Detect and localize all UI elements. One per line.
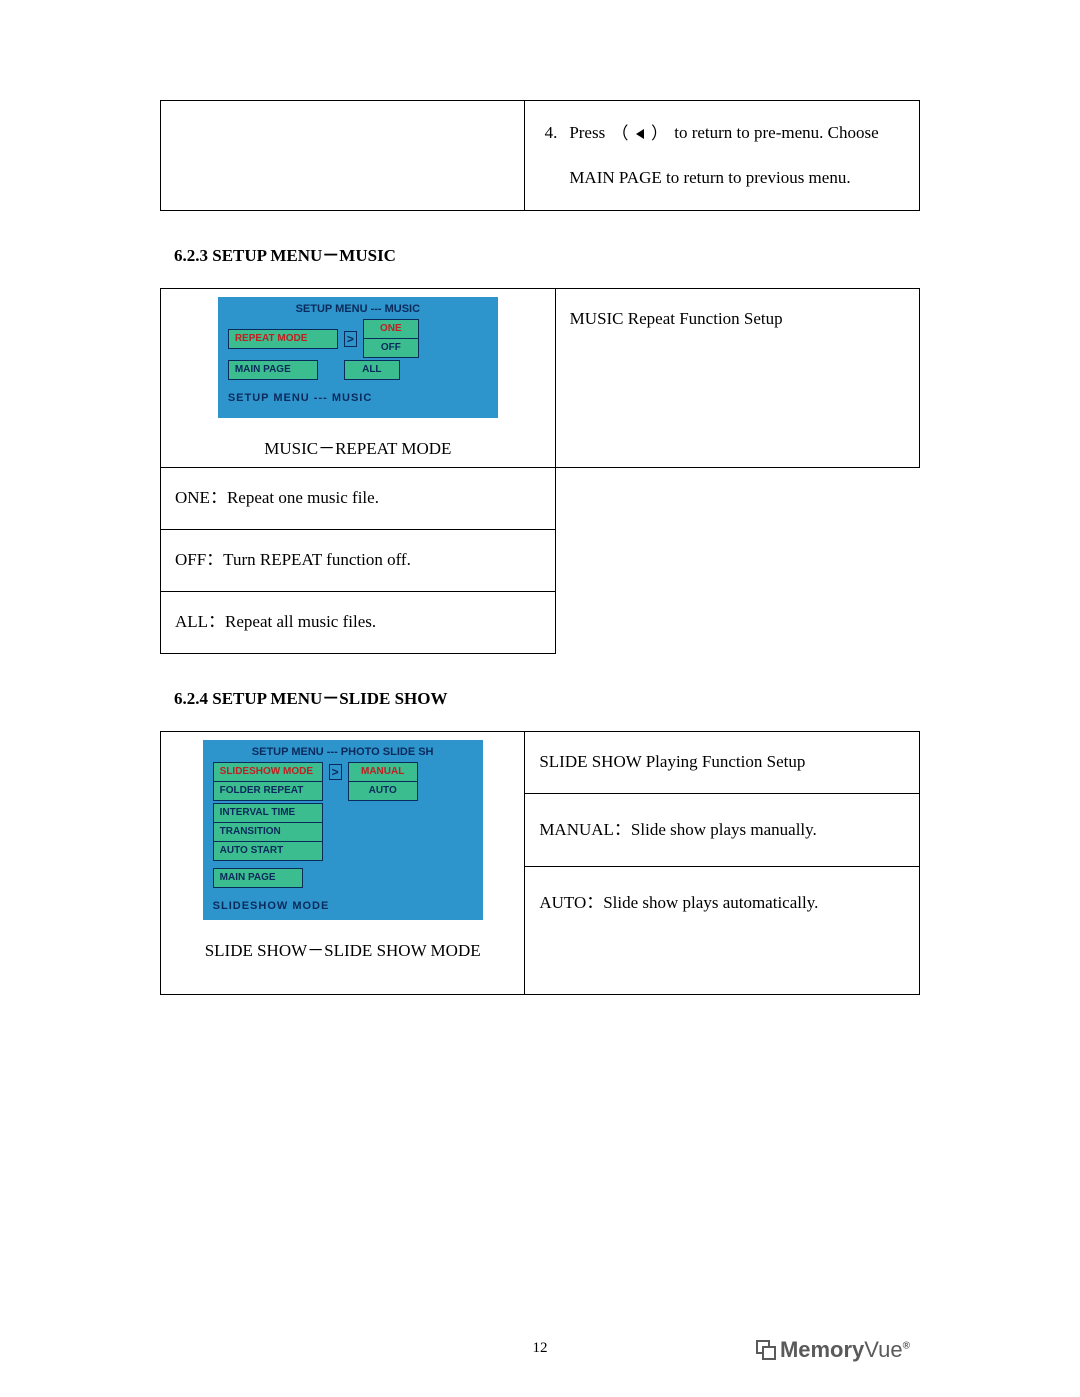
music-left-cell: SETUP MENU --- MUSIC REPEAT MODE > ONE O… <box>161 289 556 468</box>
heading-623: 6.2.3 SETUP MENU－MUSIC <box>174 241 920 266</box>
music-table: SETUP MENU --- MUSIC REPEAT MODE > ONE O… <box>160 288 920 653</box>
menu-main-page: MAIN PAGE <box>228 360 318 380</box>
page-number: 12 <box>0 1340 1080 1357</box>
option-off: OFF <box>363 339 419 358</box>
chevron-icon: > <box>329 764 342 780</box>
chevron-icon: > <box>344 331 357 347</box>
step-number: 4. <box>539 111 557 200</box>
premenu-table: 4. Press （ ） to return to pre-menu. Choo… <box>160 100 920 211</box>
slideshow-table: SETUP MENU --- PHOTO SLIDE SH SLIDESHOW … <box>160 731 920 995</box>
slideshow-right-cell: SLIDE SHOW Playing Function Setup MANUAL… <box>525 731 920 994</box>
step-text: Press （ ） to return to pre-menu. Choose … <box>569 111 905 200</box>
menu-transition: TRANSITION <box>213 823 323 842</box>
option-all: ALL <box>344 360 400 380</box>
menu-folder-repeat: FOLDER REPEAT <box>213 782 323 801</box>
brand-logo: MemoryVue® <box>756 1337 910 1363</box>
menu-slideshow-mode: SLIDESHOW MODE <box>213 762 323 782</box>
heading-624: 6.2.4 SETUP MENU－SLIDE SHOW <box>174 684 920 709</box>
option-auto: AUTO <box>348 782 418 801</box>
slideshow-desc-2: MANUAL：Slide show plays manually. <box>525 794 919 868</box>
music-desc-3: OFF：Turn REPEAT function off. <box>161 530 556 592</box>
menu-main-page: MAIN PAGE <box>213 868 303 888</box>
logo-icon <box>756 1340 776 1360</box>
music-screenshot-subtitle: SETUP MENU --- MUSIC <box>228 392 488 404</box>
slideshow-left-cell: SETUP MENU --- PHOTO SLIDE SH SLIDESHOW … <box>161 731 525 994</box>
slideshow-desc-3: AUTO：Slide show plays automatically. <box>525 867 919 994</box>
menu-auto-start: AUTO START <box>213 842 323 861</box>
option-manual: MANUAL <box>348 762 418 782</box>
left-arrow-icon: （ ） <box>611 112 668 156</box>
music-desc-4: ALL：Repeat all music files. <box>161 591 556 653</box>
premenu-left-cell <box>161 101 525 211</box>
premenu-right-cell: 4. Press （ ） to return to pre-menu. Choo… <box>525 101 920 211</box>
slideshow-caption: SLIDE SHOW－SLIDE SHOW MODE <box>171 936 514 961</box>
music-screenshot-title: SETUP MENU --- MUSIC <box>228 303 488 315</box>
music-desc-1: MUSIC Repeat Function Setup <box>555 289 919 468</box>
menu-interval-time: INTERVAL TIME <box>213 803 323 823</box>
slideshow-desc-1: SLIDE SHOW Playing Function Setup <box>525 732 919 794</box>
slideshow-screenshot-subtitle: SLIDESHOW MODE <box>213 900 473 912</box>
music-caption: MUSIC－REPEAT MODE <box>171 434 545 459</box>
option-one: ONE <box>363 319 419 339</box>
music-screenshot: SETUP MENU --- MUSIC REPEAT MODE > ONE O… <box>218 297 498 418</box>
menu-repeat-mode: REPEAT MODE <box>228 329 338 349</box>
slideshow-screenshot-title: SETUP MENU --- PHOTO SLIDE SH <box>213 746 473 758</box>
music-desc-2: ONE：Repeat one music file. <box>161 468 556 530</box>
slideshow-screenshot: SETUP MENU --- PHOTO SLIDE SH SLIDESHOW … <box>203 740 483 920</box>
